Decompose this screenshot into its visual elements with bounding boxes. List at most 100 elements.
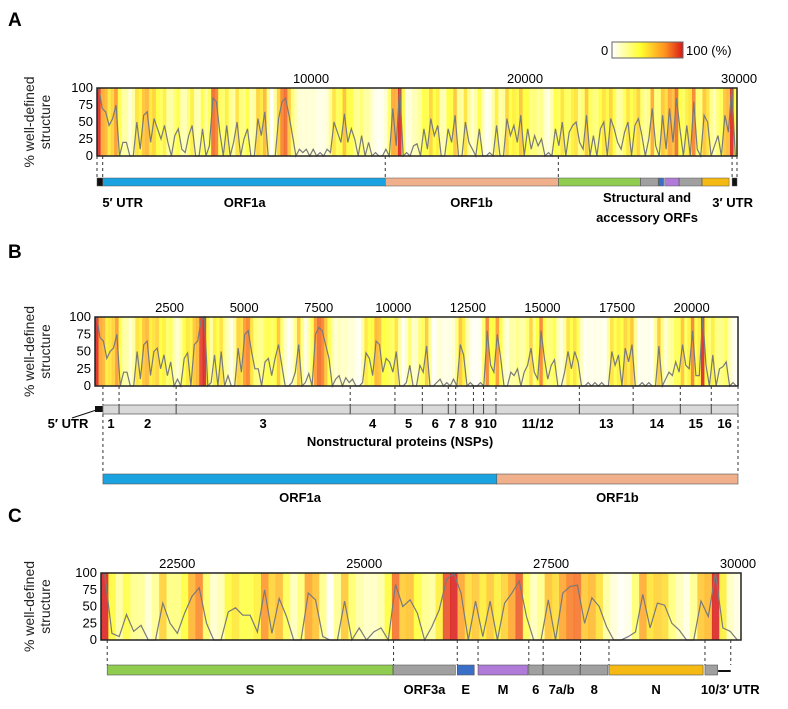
- heatmap-cell: [130, 573, 138, 640]
- heatmap-cell: [436, 88, 441, 156]
- heatmap-cell: [293, 317, 298, 386]
- heatmap-cell: [142, 317, 147, 386]
- heatmap-cell: [537, 573, 546, 640]
- x-tick-label: 5000: [230, 300, 259, 315]
- heatmap-cell: [674, 88, 679, 156]
- heatmap-cell: [166, 573, 175, 640]
- heatmap-cell: [290, 88, 295, 156]
- heatmap-cell: [339, 88, 344, 156]
- heatmap-cell: [633, 317, 638, 386]
- heatmap-cell: [283, 317, 288, 386]
- heatmap-cell: [348, 573, 357, 640]
- heatmap-cell: [532, 88, 537, 156]
- heatmap-cell: [287, 88, 292, 156]
- heatmap-cell: [210, 573, 218, 640]
- heatmap-cell: [100, 88, 105, 156]
- heatmap-cell: [593, 317, 598, 386]
- heatmap-cell: [446, 88, 451, 156]
- gene-segment-orf3a: [393, 664, 456, 676]
- heatmap-cell: [334, 317, 338, 386]
- heatmap-cell: [175, 317, 180, 386]
- heatmap-cell: [622, 88, 627, 156]
- heatmap-cell: [270, 317, 275, 386]
- heatmap-cell: [125, 317, 130, 386]
- heatmap-cell: [137, 573, 146, 640]
- gene-label: S: [246, 682, 255, 697]
- heatmap-cell: [445, 317, 450, 386]
- heatmap-cell: [668, 573, 677, 640]
- heatmap-cell: [239, 317, 244, 386]
- heatmap-cell: [674, 317, 679, 386]
- heatmap-cell: [449, 88, 454, 156]
- heatmap-cell: [226, 317, 231, 386]
- heatmap-cell: [275, 573, 284, 640]
- heatmap-cell: [374, 317, 379, 386]
- heatmap-cell: [273, 317, 278, 386]
- heatmap-cell: [581, 88, 586, 156]
- heatmap-cell: [702, 88, 707, 156]
- heatmap-cell: [391, 317, 396, 386]
- heatmap-cell: [138, 88, 143, 156]
- gene-label: 7a/b: [549, 682, 575, 697]
- y-axis-label: structure: [37, 324, 53, 379]
- heatmap-cell: [415, 88, 420, 156]
- heatmap-cell: [367, 317, 372, 386]
- heatmap-cell: [283, 88, 288, 156]
- heatmap-cell: [664, 88, 669, 156]
- heatmap-cell: [512, 317, 517, 386]
- heatmap-cell: [626, 317, 631, 386]
- nsp-bar: [102, 404, 739, 415]
- region-label: Structural and: [603, 190, 691, 205]
- heatmap-cell: [442, 88, 448, 156]
- heatmap-cell: [204, 88, 209, 156]
- panel-label-a: A: [8, 10, 22, 31]
- heatmap-cell: [313, 317, 318, 386]
- heatmap-cell: [464, 573, 473, 640]
- heatmap-cell: [115, 573, 124, 640]
- heatmap-cell: [199, 317, 204, 386]
- heatmap-cell: [397, 88, 403, 156]
- heatmap-cell: [95, 317, 99, 386]
- heatmap-cell: [539, 317, 544, 386]
- heatmap-cell: [138, 317, 143, 386]
- heatmap-cell: [256, 317, 261, 386]
- heatmap-cell: [479, 573, 488, 640]
- heatmap-cell: [327, 317, 332, 386]
- heatmap-cell: [325, 88, 330, 156]
- x-tick-label: 27500: [533, 556, 569, 571]
- heatmap-cell: [314, 88, 320, 156]
- heatmap-cell: [487, 88, 492, 156]
- heatmap-cell: [515, 88, 520, 156]
- heatmap-cell: [391, 573, 400, 640]
- nsp-title: Nonstructural proteins (NSPs): [307, 434, 493, 449]
- heatmap-cell: [391, 88, 396, 156]
- heatmap-cell: [364, 317, 369, 386]
- heatmap-cell: [297, 88, 302, 156]
- heatmap-cell: [646, 573, 655, 640]
- heatmap-cell: [141, 88, 147, 156]
- heatmap-cell: [700, 317, 705, 386]
- heatmap-cell: [605, 88, 610, 156]
- heatmap-cell: [631, 573, 640, 640]
- gene-segment-7ab: [542, 664, 581, 676]
- x-tick-label: 15000: [524, 300, 560, 315]
- heatmap-cell: [280, 88, 285, 156]
- plot-frame: [100, 572, 742, 641]
- heatmap-cell: [552, 317, 557, 386]
- heatmap-cell: [637, 317, 641, 386]
- heatmap-cell: [647, 317, 652, 386]
- heatmap-cell: [653, 88, 659, 156]
- heatmap-cell: [189, 317, 194, 386]
- y-tick-label: 50: [83, 599, 97, 614]
- heatmap-cell: [317, 317, 322, 386]
- heatmap-cell: [261, 573, 269, 640]
- gene-segment-m: [664, 177, 680, 187]
- heatmap-cell: [121, 88, 126, 156]
- nsp-label: 1: [107, 416, 114, 431]
- heatmap-cell: [148, 317, 153, 386]
- y-tick-label: 75: [79, 97, 93, 112]
- heatmap-cell: [681, 88, 686, 156]
- nsp-label: 13: [599, 416, 613, 431]
- y-tick-label: 25: [77, 361, 91, 376]
- nsp-label: 7: [448, 416, 455, 431]
